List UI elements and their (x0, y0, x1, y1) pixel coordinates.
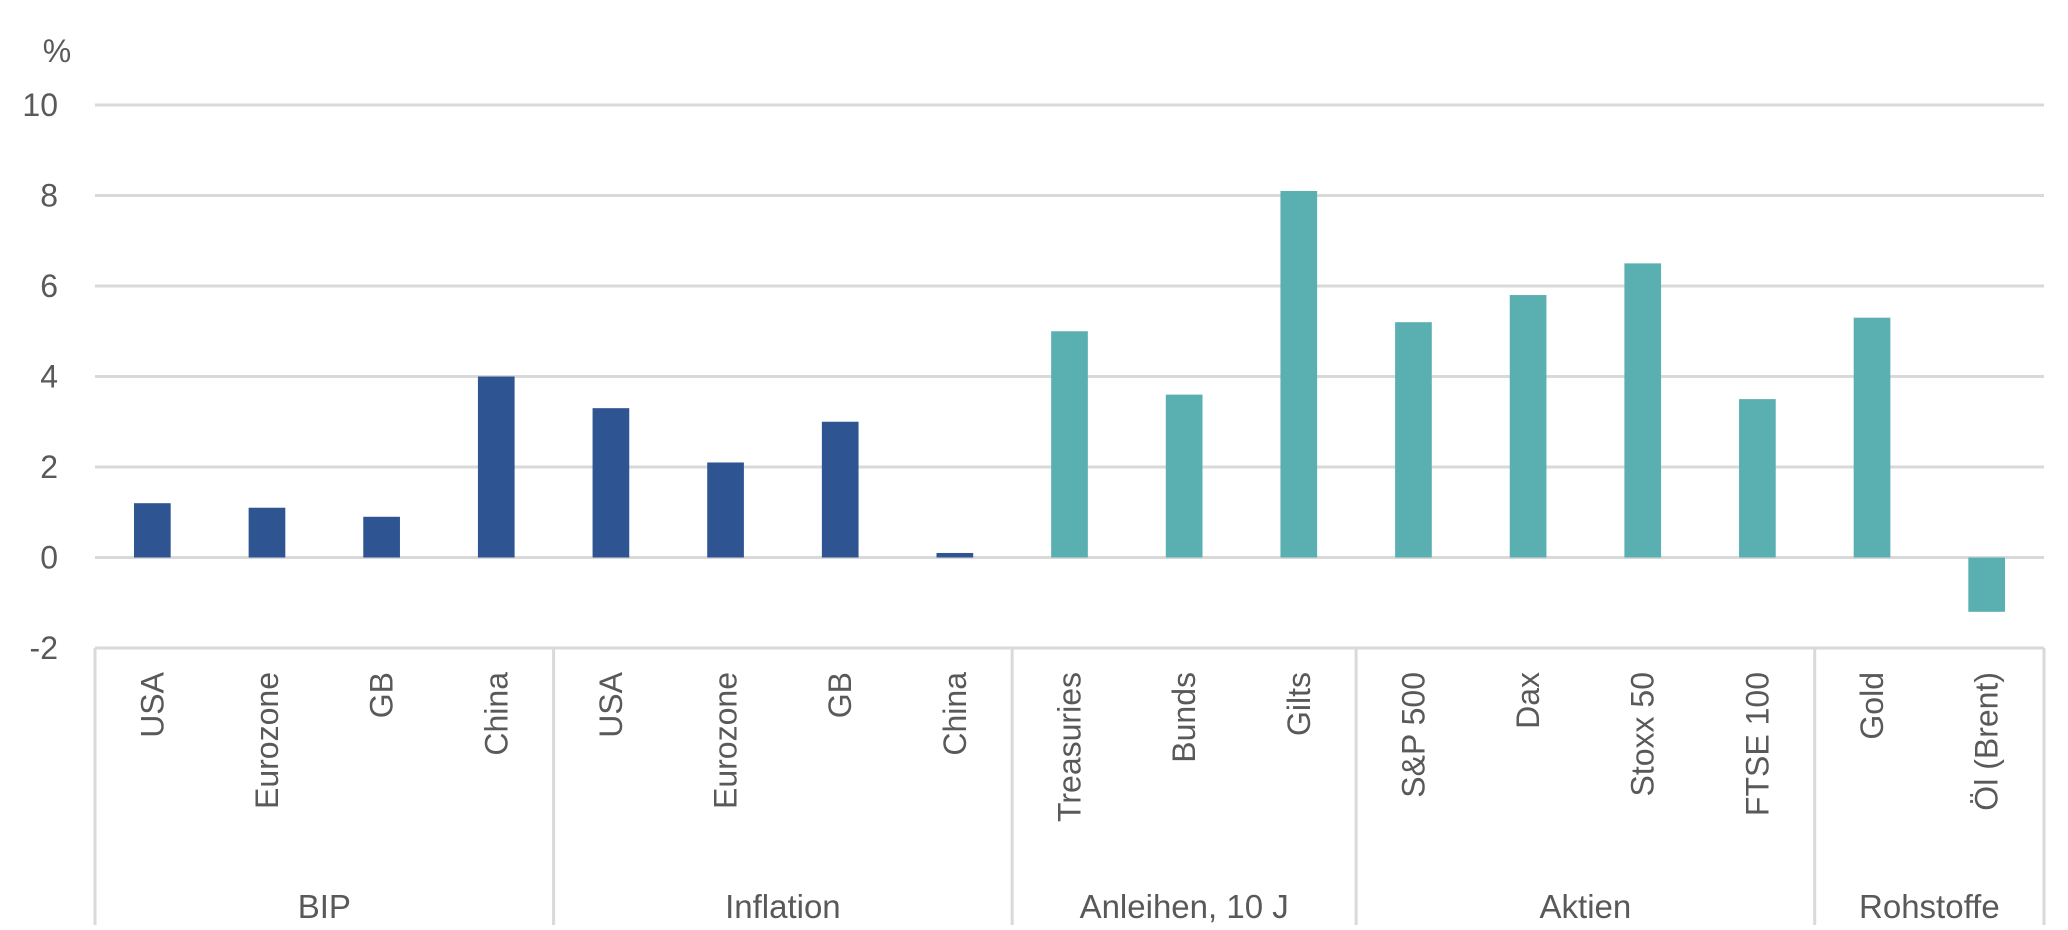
bar (707, 462, 744, 558)
x-tick-label: Öl (Brent) (1969, 672, 2005, 811)
group-label: Aktien (1540, 888, 1632, 925)
bar (1624, 263, 1662, 558)
x-tick-label: Gold (1854, 672, 1890, 740)
labels: -2 0 2 4 6 8 10% USA Eurozone GB China BIP USA Eurozo… (22, 33, 2004, 925)
x-tick-label: GB (822, 672, 858, 718)
bar (1853, 317, 1891, 558)
bar (1395, 322, 1432, 558)
bars (133, 190, 2006, 612)
group-label: Rohstoffe (1859, 888, 2000, 925)
bar (821, 421, 859, 558)
bar (133, 503, 171, 558)
bar (1051, 331, 1088, 558)
bar (363, 516, 400, 558)
y-tick-label: 4 (40, 359, 58, 395)
bar (1280, 190, 1318, 558)
y-tick-label: -2 (30, 630, 58, 666)
axes (93, 646, 2046, 930)
x-tick-label: S&P 500 (1395, 672, 1431, 798)
bar (477, 376, 515, 558)
x-tick-label: Dax (1510, 672, 1546, 729)
bar (1509, 295, 1547, 558)
x-tick-label: USA (593, 671, 629, 737)
y-tick-label: 6 (40, 268, 58, 304)
group-label: BIP (298, 888, 351, 925)
x-tick-label: Eurozone (708, 672, 744, 809)
x-tick-label: Gilts (1281, 672, 1317, 736)
group-label: Inflation (725, 888, 841, 925)
group-label: Anleihen, 10 J (1080, 888, 1289, 925)
x-tick-label: Eurozone (249, 672, 285, 809)
x-tick-label: Stoxx 50 (1625, 672, 1661, 797)
bar (1968, 557, 2006, 612)
y-tick-label: 0 (40, 540, 58, 576)
x-tick-label: China (478, 672, 514, 756)
y-tick-label: 8 (40, 178, 58, 214)
x-tick-label: USA (134, 671, 170, 737)
bar (248, 507, 286, 558)
x-tick-label: Treasuries (1052, 672, 1088, 822)
y-tick-label: 2 (40, 449, 58, 485)
x-tick-label: GB (364, 672, 400, 718)
y-axis-label: % (43, 33, 71, 69)
x-tick-label: FTSE 100 (1739, 672, 1775, 816)
bar (936, 552, 974, 558)
bar (592, 408, 630, 558)
bar (1165, 394, 1203, 558)
x-tick-label: Bunds (1166, 672, 1202, 763)
y-tick-label: 10 (22, 87, 58, 123)
x-tick-label: China (937, 672, 973, 756)
bar (1739, 399, 1776, 558)
